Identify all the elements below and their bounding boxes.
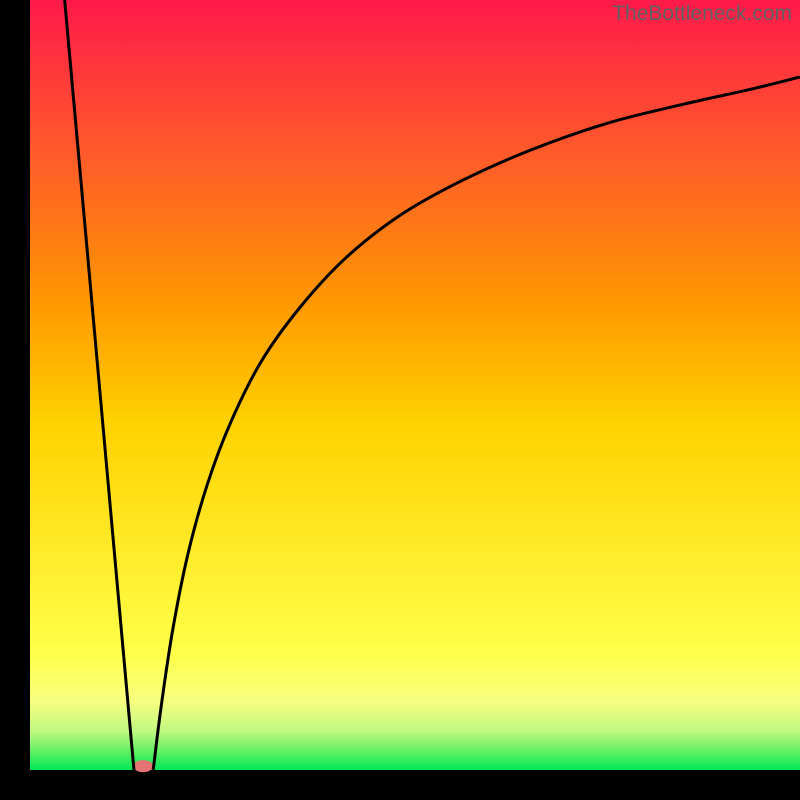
bottleneck-curve-chart bbox=[0, 0, 800, 800]
bottleneck-marker bbox=[133, 760, 153, 772]
plot-gradient-background bbox=[30, 0, 800, 770]
chart-container: TheBottleneck.com bbox=[0, 0, 800, 800]
watermark-text: TheBottleneck.com bbox=[612, 2, 792, 26]
